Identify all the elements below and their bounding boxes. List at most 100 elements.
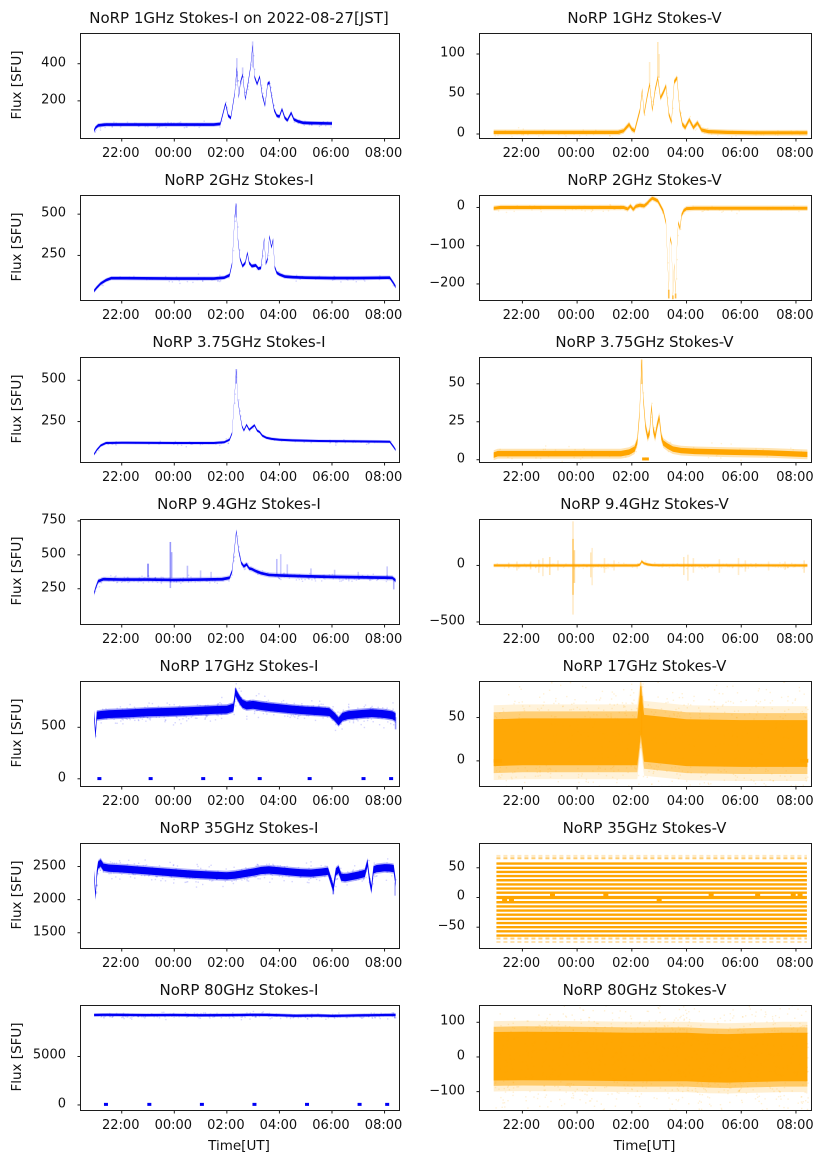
x-tick-label: 08:00 <box>776 632 814 647</box>
subplot-panel: NoRP 1GHz Stokes-V 0 50 100 22:00 00:00 02:0… <box>427 6 827 168</box>
y-tick-label: 0 <box>456 451 465 467</box>
subplot-panel: NoRP 3.75GHz Stokes-I Flux [SFU] 250 500 … <box>0 330 427 492</box>
x-tick-label: 22:00 <box>102 794 140 809</box>
x-axis-ticks: 22:00 00:00 02:00 04:00 06:00 08:00 <box>80 628 402 647</box>
x-tick-label: 00:00 <box>557 956 595 971</box>
subplot-panel: NoRP 35GHz Stokes-V 50 0 −50 22:00 00:00 02:… <box>427 816 827 978</box>
plot-canvas <box>77 1010 397 1114</box>
x-axis-ticks: 22:00 00:00 02:00 04:00 06:00 08:00 <box>80 142 402 161</box>
x-tick-label: 02:00 <box>207 146 245 161</box>
x-tick-label: 02:00 <box>612 308 650 323</box>
x-tick-label: 00:00 <box>154 1118 193 1133</box>
x-axis-ticks: 22:00 00:00 02:00 04:00 06:00 08:00 <box>80 304 402 323</box>
plot-title: NoRP 35GHz Stokes-I <box>159 819 319 837</box>
x-tick-label: 06:00 <box>721 632 759 647</box>
x-tick-label: 02:00 <box>612 470 650 485</box>
x-tick-label: 08:00 <box>364 146 403 161</box>
x-tick-label: 02:00 <box>207 308 245 323</box>
x-axis-label: Time[UT] <box>613 1138 676 1154</box>
x-tick-label: 08:00 <box>776 956 814 971</box>
y-tick-label: 0 <box>456 888 465 904</box>
plot-canvas <box>77 203 396 304</box>
plot-title: NoRP 1GHz Stokes-I on 2022-08-27[JST] <box>89 9 389 27</box>
subplot-panel: NoRP 17GHz Stokes-V 0 50 22:00 00:00 02:00 0… <box>427 654 827 816</box>
x-axis-ticks: 22:00 00:00 02:00 04:00 06:00 08:00 <box>479 790 814 809</box>
plot-area <box>77 357 400 466</box>
y-tick-label: 400 <box>41 55 66 71</box>
x-tick-label: 22:00 <box>102 470 140 485</box>
y-tick-label: −200 <box>429 275 465 291</box>
plot-canvas <box>476 521 808 628</box>
y-tick-label: 5000 <box>32 1047 66 1063</box>
plot-canvas <box>476 42 808 142</box>
x-tick-label: 04:00 <box>259 632 298 647</box>
y-tick-label: 25 <box>448 413 465 429</box>
x-tick-label: 22:00 <box>102 1118 140 1133</box>
x-tick-label: 04:00 <box>259 308 298 323</box>
plot-canvas <box>476 196 808 304</box>
y-axis-ticks: 0 −100 −200 <box>427 195 472 299</box>
x-tick-label: 02:00 <box>207 956 245 971</box>
x-tick-label: 02:00 <box>612 794 650 809</box>
x-tick-label: 02:00 <box>207 794 245 809</box>
x-tick-label: 22:00 <box>502 146 541 161</box>
x-tick-label: 02:00 <box>207 632 245 647</box>
y-tick-label: 0 <box>456 1048 465 1064</box>
x-axis-ticks: 22:00 00:00 02:00 04:00 06:00 08:00 <box>479 1114 814 1133</box>
plot-canvas <box>77 683 397 790</box>
x-tick-label: 00:00 <box>557 794 595 809</box>
plot-canvas <box>77 369 396 466</box>
y-tick-label: 250 <box>41 246 66 262</box>
plot-canvas <box>77 520 396 628</box>
x-tick-label: 22:00 <box>502 1118 541 1133</box>
subplot-panel: NoRP 1GHz Stokes-I on 2022-08-27[JST] Fl… <box>0 6 427 168</box>
x-tick-label: 02:00 <box>207 1118 245 1133</box>
subplot-panel: NoRP 9.4GHz Stokes-V 0 −500 22:00 00:00 02:… <box>427 492 827 654</box>
x-tick-label: 04:00 <box>666 146 705 161</box>
y-tick-label: 0 <box>57 1096 66 1112</box>
x-tick-label: 04:00 <box>259 794 298 809</box>
x-tick-label: 06:00 <box>312 470 350 485</box>
y-axis-ticks: 0 −500 <box>427 519 472 629</box>
plot-canvas <box>476 1006 809 1114</box>
y-tick-label: 1500 <box>32 924 66 940</box>
x-tick-label: 00:00 <box>154 470 193 485</box>
plot-title: NoRP 80GHz Stokes-V <box>562 981 727 999</box>
y-axis-ticks: 0 500 <box>0 681 73 785</box>
x-tick-label: 06:00 <box>721 956 759 971</box>
plot-title: NoRP 80GHz Stokes-I <box>159 981 319 999</box>
y-tick-label: 0 <box>456 752 465 768</box>
y-tick-label: 500 <box>41 371 66 387</box>
x-tick-label: 00:00 <box>557 308 595 323</box>
plot-title: NoRP 1GHz Stokes-V <box>567 9 722 27</box>
x-axis-ticks: 22:00 00:00 02:00 04:00 06:00 08:00 <box>80 1114 402 1133</box>
x-tick-label: 08:00 <box>364 794 403 809</box>
x-tick-label: 00:00 <box>154 146 193 161</box>
x-tick-label: 06:00 <box>312 146 350 161</box>
y-axis-ticks: 250 500 <box>0 357 73 461</box>
subplot-panel: NoRP 2GHz Stokes-I Flux [SFU] 250 500 22:… <box>0 168 427 330</box>
x-axis-ticks: 22:00 00:00 02:00 04:00 06:00 08:00 <box>80 952 402 971</box>
plot-title: NoRP 17GHz Stokes-I <box>159 657 319 675</box>
subplot-panel: NoRP 2GHz Stokes-V 0 −100 −200 22:00 00:00 0… <box>427 168 827 330</box>
plot-area <box>476 681 812 790</box>
y-tick-label: 50 <box>448 85 465 101</box>
x-tick-label: 00:00 <box>154 632 193 647</box>
x-tick-label: 08:00 <box>776 146 814 161</box>
x-tick-label: 08:00 <box>364 956 403 971</box>
x-tick-label: 06:00 <box>721 308 759 323</box>
plot-area <box>77 681 400 790</box>
x-tick-label: 04:00 <box>259 146 298 161</box>
x-axis-ticks: 22:00 00:00 02:00 04:00 06:00 08:00 <box>479 952 814 971</box>
y-tick-label: 50 <box>448 709 465 725</box>
plot-canvas <box>77 41 386 142</box>
x-tick-label: 04:00 <box>666 632 705 647</box>
plot-area <box>77 843 400 952</box>
plot-canvas <box>476 682 809 790</box>
x-tick-label: 02:00 <box>612 632 650 647</box>
y-axis-ticks: 200 400 <box>0 33 73 137</box>
y-tick-label: 500 <box>41 718 66 734</box>
x-tick-label: 06:00 <box>721 146 759 161</box>
y-tick-label: 2500 <box>32 858 66 874</box>
plot-title: NoRP 17GHz Stokes-V <box>562 657 727 675</box>
